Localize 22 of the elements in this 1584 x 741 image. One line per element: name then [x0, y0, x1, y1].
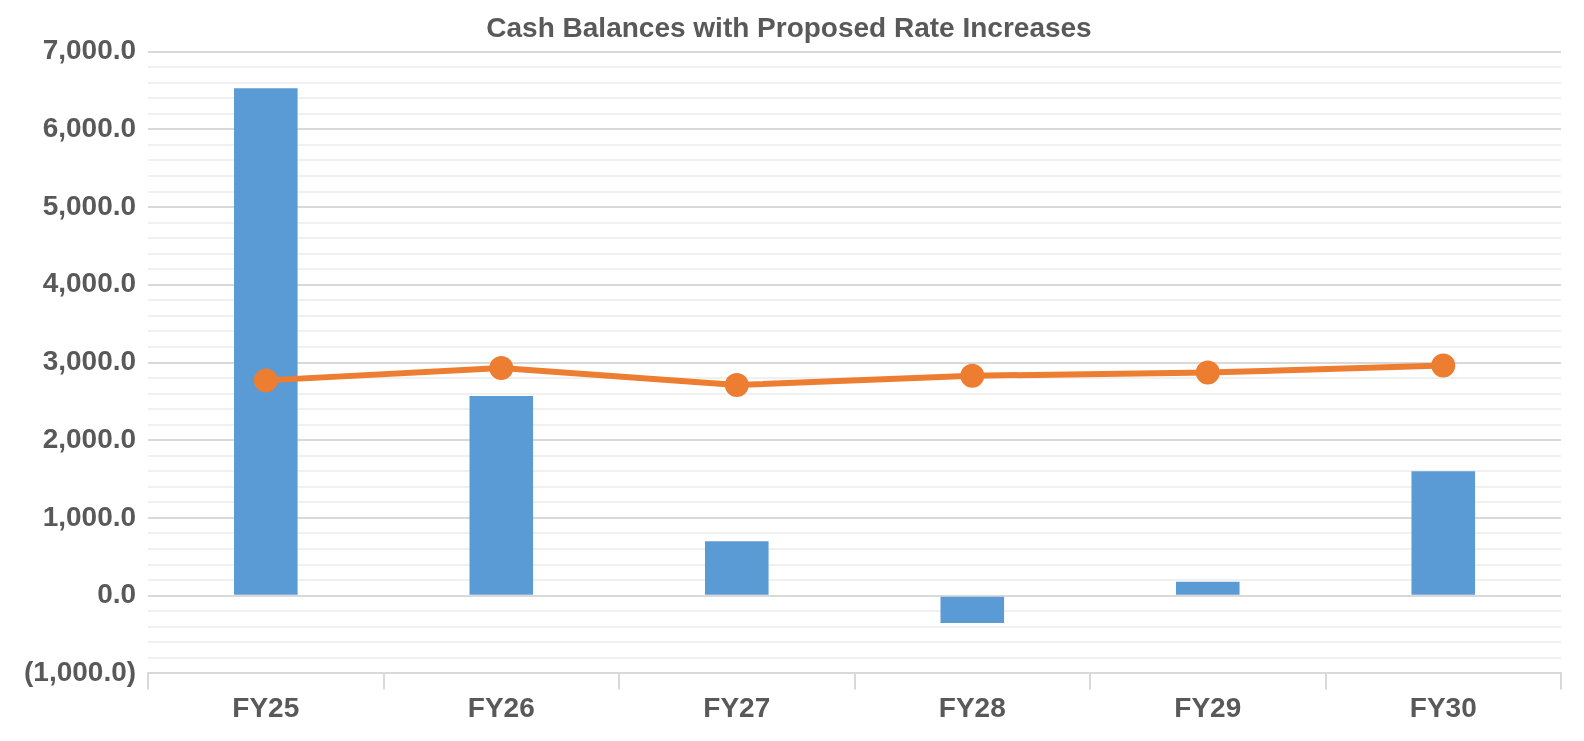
- x-tick-label: FY30: [1409, 691, 1477, 723]
- x-tick-label: FY25: [232, 691, 300, 723]
- y-tick-label: 6,000.0: [42, 112, 137, 144]
- y-tick-label: 7,000.0: [42, 34, 137, 66]
- bar: [234, 88, 298, 595]
- y-tick-label: 3,000.0: [42, 345, 137, 377]
- y-tick-label: 4,000.0: [42, 267, 137, 299]
- y-tick-label: 2,000.0: [42, 422, 137, 454]
- chart-title: Cash Balances with Proposed Rate Increases: [486, 11, 1092, 43]
- bar: [1175, 581, 1240, 595]
- y-tick-label: (1,000.0): [23, 656, 137, 688]
- y-tick-label: 1,000.0: [42, 500, 137, 532]
- bar: [940, 596, 1005, 623]
- y-tick-label: 5,000.0: [42, 189, 137, 221]
- bar: [1411, 471, 1476, 595]
- x-tick-label: FY29: [1174, 691, 1242, 723]
- bar: [705, 541, 769, 595]
- x-tick-label: FY28: [938, 691, 1006, 723]
- x-tick-label: FY27: [703, 691, 771, 723]
- bar: [469, 395, 534, 595]
- x-tick-label: FY26: [467, 691, 535, 723]
- y-tick-label: 0.0: [97, 578, 137, 610]
